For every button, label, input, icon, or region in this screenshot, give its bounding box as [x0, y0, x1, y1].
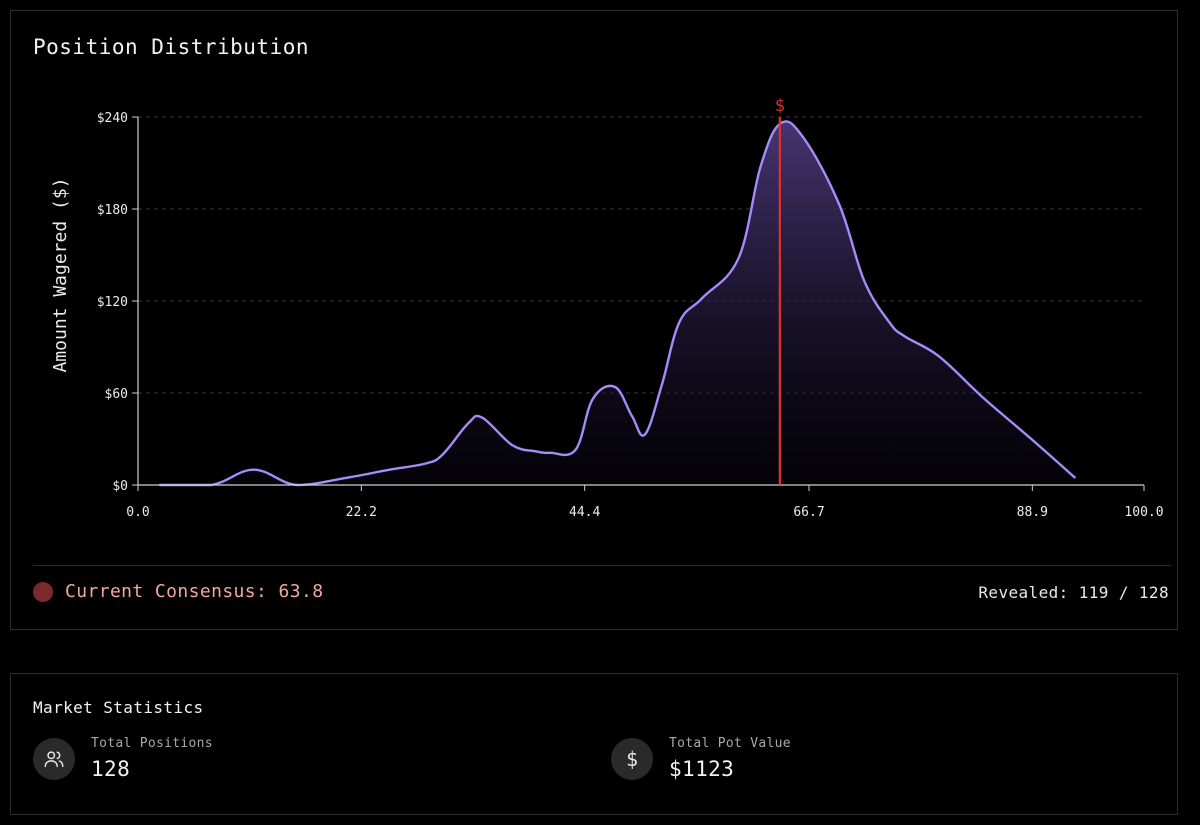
users-icon — [33, 737, 75, 780]
y-axis-label: Amount Wagered ($) — [50, 177, 71, 372]
panel-title: Position Distribution — [33, 35, 310, 59]
consensus-dot-icon — [33, 581, 53, 602]
total-pot-value: $1123 — [669, 757, 735, 781]
y-tick-label: $240 — [97, 111, 128, 126]
y-tick-label: $60 — [105, 387, 128, 402]
position-distribution-panel: Position Distribution Amount Wagered ($)… — [10, 10, 1178, 630]
distribution-chart: Amount Wagered ($) $ $0 $60 $120 $180 $240 0.… — [50, 96, 1164, 520]
stats-title: Market Statistics — [33, 698, 204, 717]
total-pot-stat: $ Total Pot Value $1123 — [611, 736, 791, 781]
consensus-marker-label: $ — [775, 96, 785, 116]
dollar-icon: $ — [611, 737, 653, 780]
y-tick-label: $0 — [112, 479, 128, 494]
total-positions-stat: Total Positions 128 — [33, 736, 213, 781]
x-tick-label: 0.0 — [126, 505, 149, 520]
x-tick-label: 66.7 — [793, 505, 824, 520]
consensus-text: Current Consensus: 63.8 — [65, 581, 324, 602]
total-positions-value: 128 — [91, 757, 131, 781]
x-tick-label: 44.4 — [569, 505, 600, 520]
y-tick-label: $120 — [97, 295, 128, 310]
market-statistics-panel: Market Statistics Total Positions 128 $ … — [10, 673, 1178, 815]
distribution-line — [158, 120, 1076, 487]
x-tick-label: 100.0 — [1124, 505, 1163, 520]
total-positions-label: Total Positions — [91, 736, 213, 751]
x-tick-label: 22.2 — [346, 505, 377, 520]
revealed-count: Revealed: 119 / 128 — [978, 583, 1169, 602]
y-tick-label: $180 — [97, 203, 128, 218]
x-tick-label: 88.9 — [1017, 505, 1048, 520]
distribution-area — [160, 121, 1075, 485]
consensus-indicator: Current Consensus: 63.8 — [33, 581, 323, 602]
section-divider — [33, 565, 1171, 566]
dollar-glyph: $ — [625, 746, 639, 771]
total-pot-label: Total Pot Value — [669, 736, 791, 751]
